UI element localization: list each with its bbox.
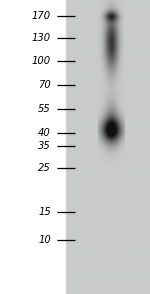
Text: 130: 130 [32, 33, 51, 43]
Text: 70: 70 [38, 80, 51, 90]
Text: 170: 170 [32, 11, 51, 21]
Text: 35: 35 [38, 141, 51, 151]
Text: 40: 40 [38, 128, 51, 138]
Text: 100: 100 [32, 56, 51, 66]
Text: 10: 10 [38, 235, 51, 245]
Text: 15: 15 [38, 207, 51, 217]
Text: 25: 25 [38, 163, 51, 173]
Text: 55: 55 [38, 104, 51, 114]
Bar [66, 0, 150, 294]
Bar [0, 0, 66, 294]
